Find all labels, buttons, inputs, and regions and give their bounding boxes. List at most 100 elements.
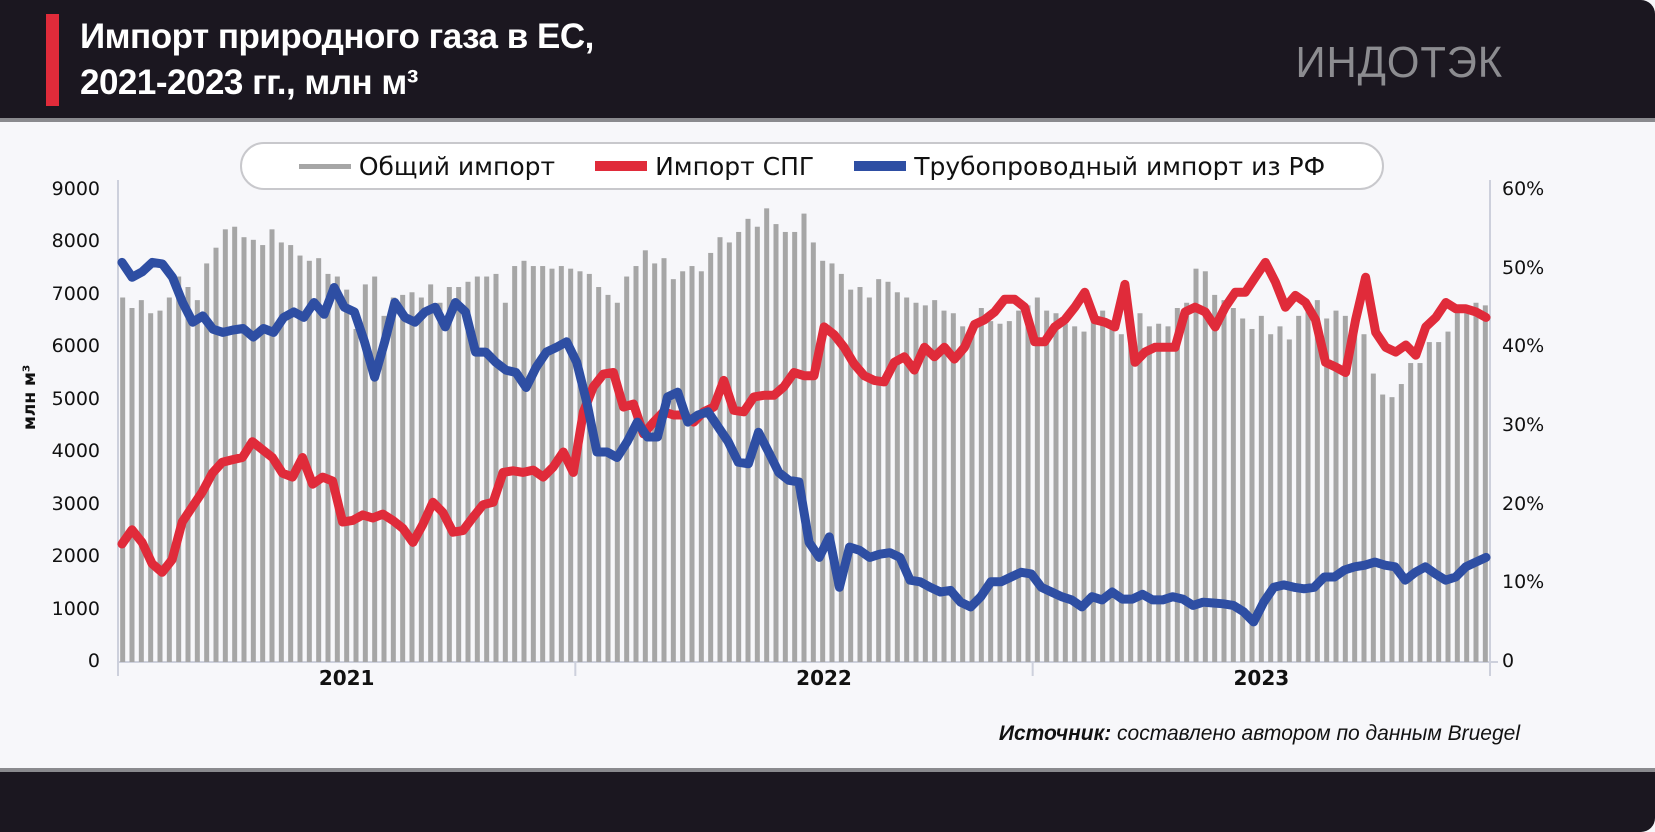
bar-total-import xyxy=(1482,305,1488,662)
y-tick-label: 9000 xyxy=(51,178,100,200)
bar-total-import xyxy=(1146,326,1152,662)
footer-bar xyxy=(0,768,1655,832)
bar-total-import xyxy=(1454,305,1460,662)
bar-total-import xyxy=(166,297,172,662)
bar-total-import xyxy=(1286,339,1292,662)
bar-total-import xyxy=(1212,294,1218,662)
bar-total-import xyxy=(194,300,200,662)
bar-total-import xyxy=(941,310,947,662)
legend-item-lng: Импорт СПГ xyxy=(595,152,814,181)
bar-total-import xyxy=(997,323,1003,662)
bar-total-import xyxy=(1221,300,1227,662)
bar-total-import xyxy=(521,260,527,662)
y2-tick-label: 20% xyxy=(1502,492,1545,515)
bar-total-import xyxy=(502,302,508,662)
bar-total-import xyxy=(1193,268,1199,662)
bar-total-import xyxy=(1016,310,1022,662)
y-tick-label: 5000 xyxy=(51,387,100,410)
bar-total-import xyxy=(1445,331,1451,662)
bar-total-import xyxy=(1062,323,1068,662)
bar-total-import xyxy=(605,294,611,662)
bar-total-import xyxy=(810,242,816,662)
bar-total-import xyxy=(1314,300,1320,662)
y-tick-label: 2000 xyxy=(51,545,100,568)
x-tick-label: 2023 xyxy=(1233,666,1290,690)
y2-tick-label: 30% xyxy=(1502,414,1545,436)
legend-item-pipeline: Трубопроводный импорт из РФ xyxy=(854,152,1325,181)
y-tick-label: 6000 xyxy=(51,335,100,358)
bar-total-import xyxy=(876,279,882,662)
bar-total-import xyxy=(1333,310,1339,662)
bar-total-import xyxy=(1202,271,1208,662)
bar-total-import xyxy=(1324,318,1330,662)
bar-total-import xyxy=(801,213,807,662)
bar-total-import xyxy=(661,258,667,662)
bar-total-import xyxy=(176,276,182,662)
bar-total-import xyxy=(232,226,238,662)
legend-swatch-total xyxy=(298,163,351,169)
bar-total-import xyxy=(1268,334,1274,662)
bar-total-import xyxy=(885,281,891,662)
y2-tick-label: 50% xyxy=(1502,256,1545,279)
y-tick-label: 3000 xyxy=(51,492,100,515)
bar-total-import xyxy=(390,297,396,662)
bar-total-import xyxy=(1034,297,1040,662)
bar-total-import xyxy=(577,271,583,662)
bar-total-import xyxy=(642,250,648,663)
bar-total-import xyxy=(820,260,826,662)
legend-label: Общий импорт xyxy=(358,151,556,181)
bar-total-import xyxy=(1258,315,1264,662)
bar-total-import xyxy=(381,315,387,662)
bar-total-import xyxy=(344,289,350,662)
bar-total-import xyxy=(1296,315,1302,662)
bar-total-import xyxy=(362,284,368,662)
bar-total-import xyxy=(624,276,630,662)
bar-total-import xyxy=(1436,342,1442,662)
bar-total-import xyxy=(1053,313,1059,662)
title-line-2: 2021-2023 гг., млн м³ xyxy=(80,63,418,102)
bar-total-import xyxy=(456,287,462,662)
bar-total-import xyxy=(614,302,620,662)
bar-total-import xyxy=(1044,310,1050,662)
bar-total-import xyxy=(745,218,751,662)
bar-total-import xyxy=(932,300,938,662)
bar-total-import xyxy=(418,297,424,662)
bar-total-import xyxy=(1408,363,1414,662)
line-lng-import xyxy=(117,257,1491,577)
bar-total-import xyxy=(1006,321,1012,662)
bar-total-import xyxy=(1137,313,1143,662)
bar-total-import xyxy=(157,310,163,662)
y2-tick-label: 10% xyxy=(1502,571,1545,594)
line-pipeline-rf xyxy=(117,257,1491,627)
bar-total-import xyxy=(792,231,798,662)
bar-total-import xyxy=(1370,373,1376,662)
y-tick-label: 8000 xyxy=(51,230,100,253)
bar-total-import xyxy=(904,297,910,662)
bar-total-import xyxy=(530,266,536,662)
y2-tick-label: 0 xyxy=(1502,650,1515,672)
legend-item-total: Общий импорт xyxy=(298,151,556,181)
bar-total-import xyxy=(764,208,770,662)
bar-total-import xyxy=(596,287,602,662)
bar-total-import xyxy=(120,297,126,662)
bar-total-import xyxy=(829,263,835,662)
bar-total-import xyxy=(185,287,191,662)
bar-total-import xyxy=(204,263,210,662)
bar-total-import xyxy=(138,300,144,662)
bar-total-import xyxy=(866,297,872,662)
bar-total-import xyxy=(288,245,294,663)
chart-title: Импорт природного газа в ЕС, 2021-2023 г… xyxy=(80,14,594,106)
bar-total-import xyxy=(1156,323,1162,662)
bar-total-import xyxy=(1230,308,1236,662)
bar-total-import xyxy=(652,263,658,662)
bar-total-import xyxy=(1342,315,1348,662)
bar-total-import xyxy=(670,279,676,662)
bar-total-import xyxy=(428,284,434,662)
bar-total-import xyxy=(1090,318,1096,662)
bar-total-import xyxy=(1174,308,1180,662)
bar-total-import xyxy=(1249,328,1255,662)
bar-total-import xyxy=(316,258,322,662)
bar-total-import xyxy=(988,321,994,662)
bar-total-import xyxy=(978,308,984,662)
